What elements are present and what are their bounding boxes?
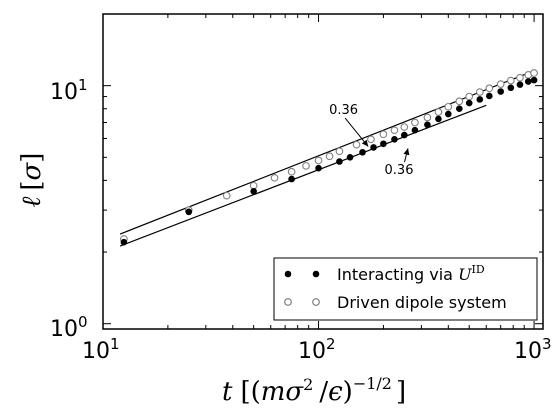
point-interacting-11 [401, 131, 408, 139]
point-interacting-3 [288, 175, 295, 183]
y-axis-label: ℓ[σ] [17, 153, 47, 208]
point-interacting-17 [465, 99, 473, 107]
point-interacting-14 [435, 115, 442, 123]
point-interacting-10 [391, 136, 398, 143]
point-driven-25 [516, 73, 524, 82]
point-driven-17 [434, 108, 443, 116]
point-interacting-0 [120, 238, 128, 246]
legend-marker-driven-1 [284, 298, 292, 306]
point-interacting-20 [497, 88, 504, 95]
fit-line-1 [119, 104, 487, 247]
point-interacting-9 [380, 140, 387, 148]
y-tick-label-10: 101 [50, 76, 88, 105]
point-driven-12 [379, 130, 388, 139]
point-interacting-21 [507, 84, 515, 92]
point-interacting-22 [516, 81, 524, 88]
slope-arrowhead-1 [403, 148, 410, 156]
point-driven-15 [411, 118, 419, 127]
point-interacting-24 [530, 76, 538, 84]
point-interacting-13 [424, 121, 431, 129]
point-driven-16 [423, 113, 432, 122]
legend-marker-interacting-2 [312, 270, 320, 278]
data-markers [120, 69, 538, 246]
point-driven-2 [222, 191, 231, 200]
point-driven-6 [302, 162, 310, 170]
point-interacting-5 [336, 158, 343, 165]
point-interacting-2 [250, 187, 257, 195]
y-tick-label-1: 100 [50, 313, 88, 342]
legend-label-interacting: Interacting via UID [337, 263, 485, 284]
point-driven-5 [287, 167, 296, 176]
point-interacting-23 [524, 78, 532, 85]
point-driven-22 [485, 84, 494, 93]
legend-box [273, 257, 538, 321]
point-driven-4 [270, 173, 279, 182]
point-driven-14 [400, 123, 409, 131]
point-interacting-18 [476, 96, 484, 103]
point-driven-21 [475, 88, 484, 96]
point-interacting-1 [185, 208, 193, 216]
axis-ticks [102, 13, 543, 329]
legend-label-driven: Driven dipole system [337, 293, 507, 312]
point-interacting-15 [445, 110, 452, 118]
point-interacting-7 [359, 148, 366, 156]
point-driven-27 [530, 69, 538, 77]
point-driven-23 [496, 80, 505, 88]
legend-marker-driven-2 [312, 298, 320, 306]
point-interacting-8 [370, 144, 377, 151]
slope-annotation-1: 0.36 [385, 163, 414, 178]
point-interacting-4 [315, 164, 322, 172]
legend-marker-interacting-1 [284, 270, 292, 278]
point-driven-7 [314, 156, 323, 165]
plot-frame [102, 13, 544, 330]
point-driven-18 [444, 102, 453, 111]
annotations: 0.36 0.36 [329, 103, 413, 178]
point-driven-13 [390, 126, 399, 135]
legend: Interacting via UID Driven dipole system [273, 257, 538, 321]
point-driven-10 [352, 140, 361, 149]
point-driven-8 [325, 152, 334, 161]
x-tick-label-1000: 103 [514, 335, 552, 364]
point-driven-24 [506, 76, 515, 85]
slope-arrowhead-0 [361, 139, 369, 147]
x-axis-label: t [(mσ2/ϵ)−1/2] [222, 374, 406, 407]
x-tick-label-10: 101 [82, 335, 120, 364]
point-driven-9 [335, 147, 344, 156]
slope-annotation-0: 0.36 [329, 103, 358, 118]
point-driven-20 [465, 92, 474, 101]
point-driven-11 [367, 135, 375, 144]
point-interacting-12 [411, 126, 419, 134]
point-interacting-16 [456, 105, 463, 113]
x-tick-label-100: 102 [298, 335, 336, 364]
point-interacting-19 [486, 92, 493, 100]
point-driven-19 [455, 97, 464, 106]
point-interacting-6 [346, 154, 354, 161]
